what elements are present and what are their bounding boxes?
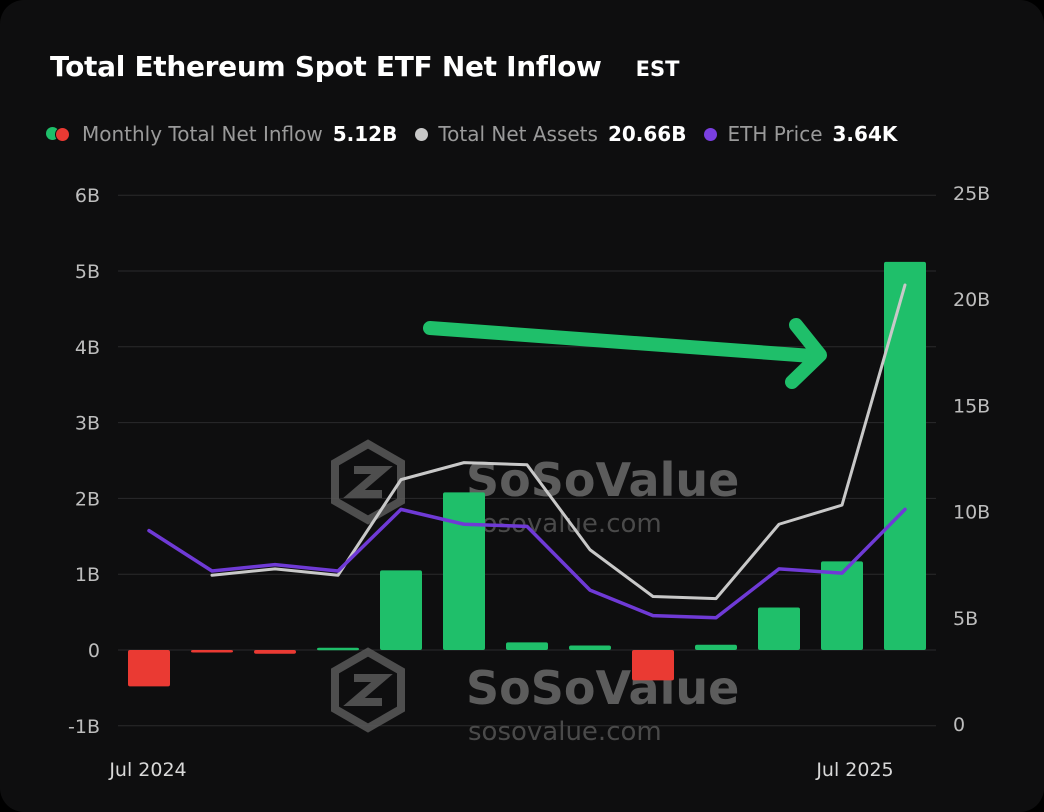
- net-inflow-bar[interactable]: [191, 650, 233, 653]
- y-left-tick-label: 2B: [75, 488, 100, 510]
- y-right-tick-label: 20B: [953, 289, 990, 311]
- total-net-assets-line: [210, 283, 907, 601]
- chart-title: Total Ethereum Spot ETF Net Inflow: [50, 50, 602, 83]
- net-inflow-bar[interactable]: [758, 607, 800, 650]
- legend-value: 5.12B: [332, 122, 398, 146]
- watermark-brand-2: SoSoValue: [466, 661, 739, 715]
- logo-hexagon: [331, 647, 405, 733]
- logo-mark: [343, 674, 393, 706]
- annotation-arrow-shaft: [423, 321, 819, 363]
- legend-item-net-assets[interactable]: Total Net Assets 20.66B: [415, 122, 686, 146]
- y-left-tick-label: 6B: [75, 185, 100, 207]
- eth-price-line: [147, 507, 907, 620]
- y-right-tick-label: 10B: [953, 502, 990, 524]
- y-left-tick-label: 4B: [75, 337, 100, 359]
- legend-item-net-inflow[interactable]: Monthly Total Net Inflow 5.12B: [46, 122, 397, 146]
- net-inflow-bar[interactable]: [380, 570, 422, 650]
- y-right-tick-label: 15B: [953, 395, 990, 417]
- logo-mark: [343, 466, 393, 498]
- watermark-url-2: sosovalue.com: [468, 717, 662, 747]
- y-right-tick-label: 5B: [953, 608, 978, 630]
- timezone-selector[interactable]: EST: [635, 57, 680, 81]
- x-tick-label: Jul 2025: [815, 759, 893, 781]
- net-inflow-bar[interactable]: [632, 650, 674, 681]
- net-inflow-bar[interactable]: [884, 261, 926, 650]
- net-inflow-bar[interactable]: [506, 642, 548, 650]
- logo-hexagon: [331, 439, 405, 525]
- annotation-arrow-head: [785, 318, 827, 389]
- legend-value: 20.66B: [607, 122, 687, 146]
- y-left-tick-label: -1B: [68, 716, 100, 738]
- y-right-tick-label: 0: [953, 714, 965, 736]
- y-left-tick-label: 5B: [75, 261, 100, 283]
- net-inflow-bar[interactable]: [569, 645, 611, 650]
- y-left-tick-label: 1B: [75, 564, 100, 586]
- sosovalue-logo-watermark: [331, 647, 405, 733]
- y-left-tick-label: 3B: [75, 413, 100, 435]
- legend-item-eth-price[interactable]: ETH Price 3.64K: [704, 122, 897, 146]
- y-right-tick-label: 25B: [953, 183, 990, 205]
- title-row: Total Ethereum Spot ETF Net Inflow EST: [50, 50, 679, 83]
- net-inflow-bar[interactable]: [695, 644, 737, 650]
- watermark-brand: SoSoValue: [466, 453, 739, 507]
- legend-value: 3.64K: [832, 122, 898, 146]
- legend-label: Total Net Assets: [438, 122, 598, 146]
- net-inflow-bar[interactable]: [821, 561, 863, 650]
- x-tick-label: Jul 2024: [108, 759, 186, 781]
- sosovalue-logo-watermark: [331, 439, 405, 525]
- gray-dot-icon: [415, 127, 429, 141]
- net-inflow-bar[interactable]: [128, 650, 170, 687]
- legend: Monthly Total Net Inflow 5.12B Total Net…: [46, 122, 915, 146]
- purple-dot-icon: [704, 127, 718, 141]
- net-inflow-bar[interactable]: [443, 492, 485, 650]
- green-red-dot-icon: [46, 127, 72, 142]
- net-inflow-bar[interactable]: [254, 650, 296, 654]
- net-inflow-bar[interactable]: [317, 647, 359, 651]
- legend-label: Monthly Total Net Inflow: [82, 122, 323, 146]
- y-left-tick-label: 0: [88, 640, 100, 662]
- legend-label: ETH Price: [727, 122, 823, 146]
